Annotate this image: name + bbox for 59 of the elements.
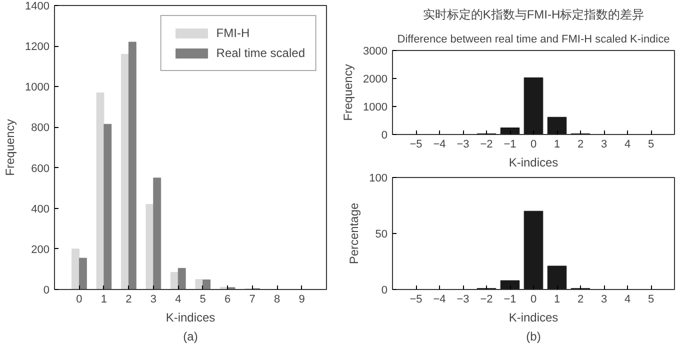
- x-tick-label: 3: [150, 294, 156, 306]
- y-tick-label: 400: [31, 203, 50, 216]
- x-tick-label: 2: [577, 294, 584, 306]
- y-tick-label: 1200: [25, 41, 50, 54]
- x-tick-label: −1: [504, 138, 516, 150]
- x-tick-label: 9: [298, 294, 305, 306]
- x-tick-label: 7: [249, 294, 256, 306]
- y-axis-title: Frequency: [341, 64, 356, 121]
- y-axis-title: Percentage: [347, 202, 362, 264]
- x-tick-label: 5: [648, 294, 654, 306]
- x-tick-label: 8: [274, 294, 280, 306]
- y-tick-label: 100: [369, 172, 388, 184]
- y-tick-label: 600: [31, 162, 50, 175]
- y-tick-label: 1000: [363, 102, 388, 114]
- x-tick-label: 5: [200, 294, 206, 306]
- x-tick-label: 0: [76, 294, 82, 306]
- x-tick-label: 3: [600, 294, 608, 306]
- x-axis-title: K-indices: [508, 310, 558, 324]
- x-tick-label: 4: [624, 138, 631, 150]
- x-tick-label: 6: [224, 294, 231, 306]
- x-tick-label: −3: [456, 294, 470, 306]
- y-tick-label: 0: [43, 284, 50, 296]
- y-axis-title: Frequency: [3, 119, 18, 176]
- x-tick-label: −5: [410, 138, 422, 150]
- x-tick-label: −2: [480, 294, 493, 306]
- legend-label: FMI-H: [216, 26, 250, 40]
- x-tick-label: 0: [530, 294, 537, 306]
- x-tick-label: −4: [433, 138, 446, 150]
- y-tick-label: 3000: [363, 46, 388, 58]
- x-tick-label: 2: [126, 294, 132, 306]
- x-axis-title: K-indices: [508, 156, 558, 170]
- y-tick-label: 50: [375, 228, 388, 240]
- x-tick-label: −3: [456, 138, 470, 150]
- x-tick-label: 4: [624, 294, 631, 306]
- y-tick-label: 0: [381, 130, 388, 142]
- x-tick-label: 0: [530, 138, 537, 150]
- y-tick-label: 800: [31, 122, 50, 134]
- x-tick-label: 3: [600, 138, 608, 150]
- y-tick-label: 0: [381, 284, 388, 296]
- x-tick-label: −5: [410, 294, 422, 306]
- y-tick-label: 1000: [25, 82, 50, 94]
- x-tick-label: 2: [577, 138, 584, 150]
- legend-label: Real time scaled: [216, 46, 305, 60]
- text: (a): [183, 330, 198, 344]
- x-tick-label: −4: [433, 294, 446, 306]
- x-axis-title: K-indices: [166, 310, 216, 324]
- x-tick-label: 1: [554, 294, 560, 306]
- x-tick-label: 4: [175, 294, 182, 306]
- x-tick-label: 1: [100, 294, 108, 306]
- x-tick-label: 1: [554, 138, 560, 150]
- y-tick-label: 2000: [363, 74, 388, 86]
- text: (b): [526, 330, 541, 344]
- x-tick-label: −1: [504, 294, 516, 306]
- y-tick-label: 200: [31, 244, 50, 256]
- x-tick-label: −2: [480, 138, 493, 150]
- chart-subtitle: Difference between real time and FMI-H scaled K-indice: [397, 34, 670, 46]
- x-tick-label: 5: [648, 138, 654, 150]
- y-tick-label: 1400: [25, 0, 50, 12]
- chart-title: 实时标定的K指数与FMI-H标定指数的差异: [422, 8, 644, 22]
